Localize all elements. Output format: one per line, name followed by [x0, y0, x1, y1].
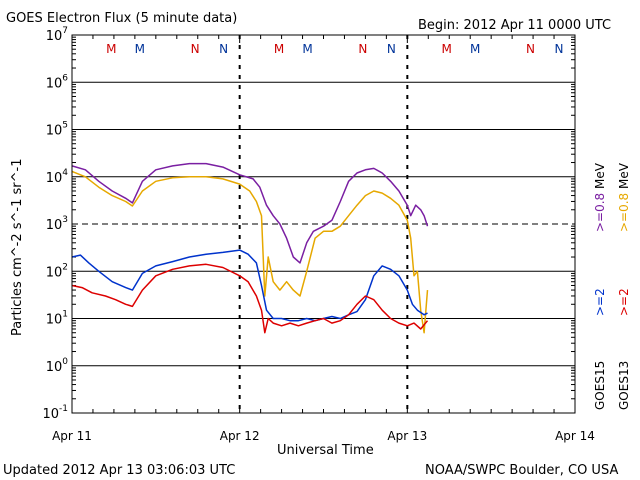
- legend-sat-goes13: GOES13: [617, 361, 631, 410]
- marker-M: M: [302, 42, 312, 56]
- marker-M: M: [135, 42, 145, 56]
- footer-updated: Updated 2012 Apr 13 03:06:03 UTC: [3, 463, 235, 478]
- footer-credit: NOAA/SWPC Boulder, CO USA: [425, 463, 618, 478]
- marker-N: N: [358, 42, 367, 56]
- marker-N: N: [191, 42, 200, 56]
- x-tick-label: Apr 11: [52, 429, 92, 443]
- x-tick-label: Apr 14: [555, 429, 595, 443]
- legend-mev-2: MeV: [617, 162, 631, 189]
- marker-M: M: [441, 42, 451, 56]
- y-axis-label: Particles cm^-2 s^-1 sr^-1: [10, 159, 25, 336]
- marker-M: M: [274, 42, 284, 56]
- legend-sat-goes15: GOES15: [593, 361, 607, 410]
- chart-title: GOES Electron Flux (5 minute data): [6, 11, 237, 26]
- legend-mev-1: MeV: [593, 162, 607, 189]
- begin-label: Begin: 2012 Apr 11 0000 UTC: [418, 18, 611, 33]
- x-axis-label: Universal Time: [277, 443, 374, 458]
- legend-ge08-goes13: >=0.8: [617, 193, 631, 232]
- marker-M: M: [470, 42, 480, 56]
- x-tick-label: Apr 12: [220, 429, 260, 443]
- marker-N: N: [555, 42, 564, 56]
- legend-ge2-goes15: >=2: [593, 288, 607, 316]
- marker-N: N: [526, 42, 535, 56]
- marker-N: N: [387, 42, 396, 56]
- legend-ge08-goes15: >=0.8: [593, 193, 607, 232]
- x-tick-label: Apr 13: [387, 429, 427, 443]
- legend-ge2-goes13: >=2: [617, 288, 631, 316]
- marker-M: M: [106, 42, 116, 56]
- marker-N: N: [219, 42, 228, 56]
